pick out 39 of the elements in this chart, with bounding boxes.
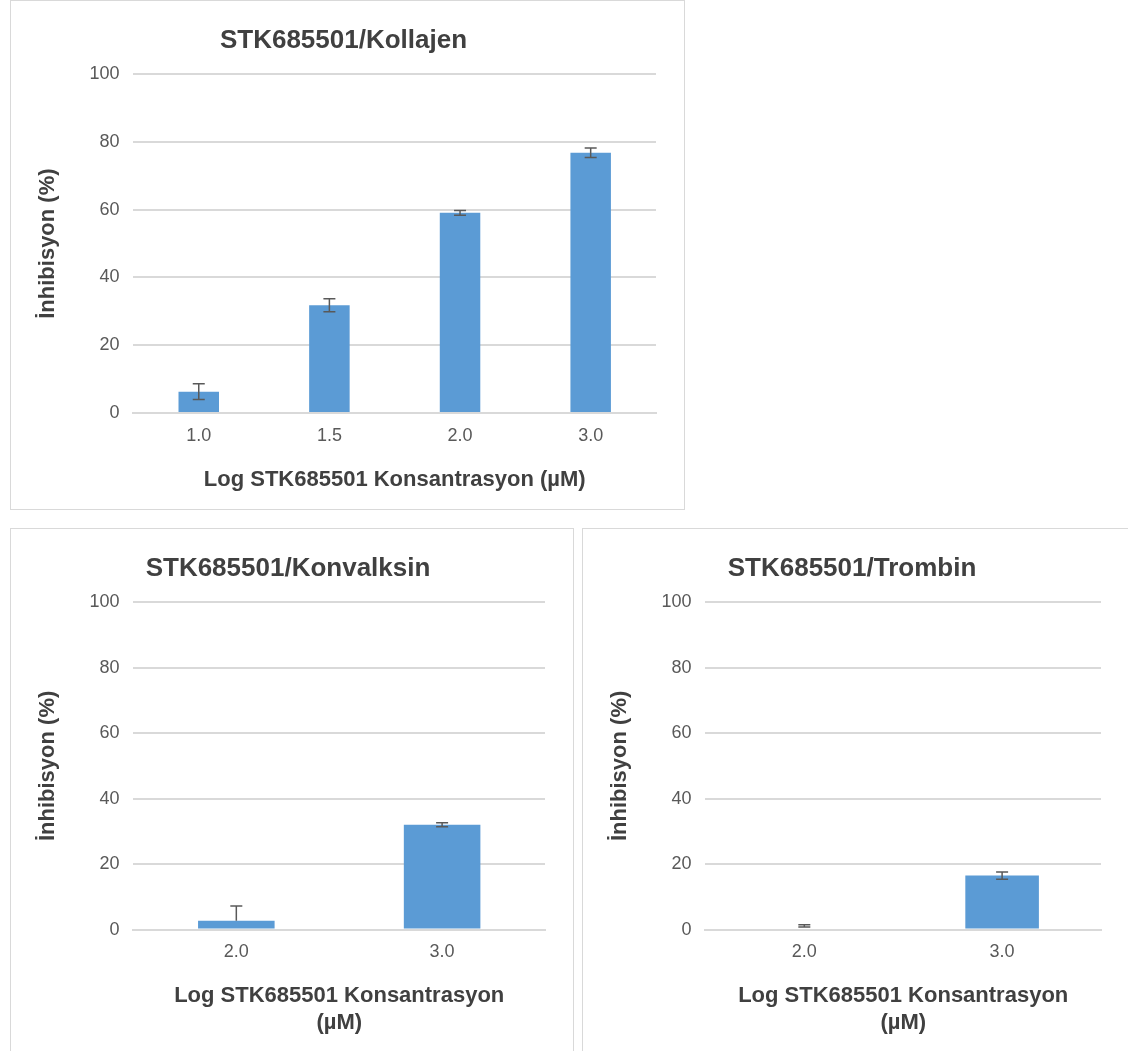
y-tick-label: 40 xyxy=(99,787,120,808)
y-tick-label: 60 xyxy=(671,722,692,743)
y-tick-label: 0 xyxy=(109,918,120,939)
x-axis-title: Log STK685501 Konsantrasyon (µM) xyxy=(174,982,505,1034)
y-tick-label: 80 xyxy=(99,656,120,677)
y-tick-label: 100 xyxy=(661,591,692,612)
chart-title: STK685501/Kollajen xyxy=(219,23,468,54)
y-axis-title: İnhibisyon (%) xyxy=(34,690,60,842)
x-tick-label: 3.0 xyxy=(429,941,455,962)
bar xyxy=(439,212,481,412)
x-tick-label: 2.0 xyxy=(791,941,817,962)
y-tick-label: 20 xyxy=(99,334,120,355)
bar xyxy=(570,152,611,412)
y-tick-label: 40 xyxy=(671,787,692,808)
x-tick-label: 3.0 xyxy=(578,424,604,445)
x-axis-title: Log STK685501 Konsantrasyon (µM) xyxy=(738,982,1069,1034)
y-axis-title: İnhibisyon (%) xyxy=(34,168,60,319)
bar xyxy=(309,305,350,412)
y-tick-label: 0 xyxy=(109,401,120,422)
x-tick-label: 2.0 xyxy=(223,941,249,962)
y-tick-label: 60 xyxy=(99,198,120,219)
x-axis-title: Log STK685501 Konsantrasyon (µM) xyxy=(203,465,586,491)
chart-title: STK685501/Trombin xyxy=(727,551,977,582)
y-axis-title: İnhibisyon (%) xyxy=(606,690,632,842)
y-tick-label: 20 xyxy=(671,853,692,874)
y-tick-label: 0 xyxy=(681,918,692,939)
y-tick-label: 100 xyxy=(89,591,120,612)
x-tick-label: 1.5 xyxy=(316,424,342,445)
y-tick-label: 80 xyxy=(671,656,692,677)
y-tick-label: 80 xyxy=(99,130,120,151)
x-tick-label: 1.0 xyxy=(186,424,212,445)
bar xyxy=(178,391,219,412)
y-tick-label: 60 xyxy=(99,722,120,743)
chart-title: STK685501/Konvalksin xyxy=(145,551,431,582)
y-tick-label: 40 xyxy=(99,266,120,287)
x-tick-label: 2.0 xyxy=(447,424,473,445)
y-tick-label: 20 xyxy=(99,853,120,874)
x-tick-label: 3.0 xyxy=(989,941,1015,962)
y-tick-label: 100 xyxy=(89,63,120,84)
